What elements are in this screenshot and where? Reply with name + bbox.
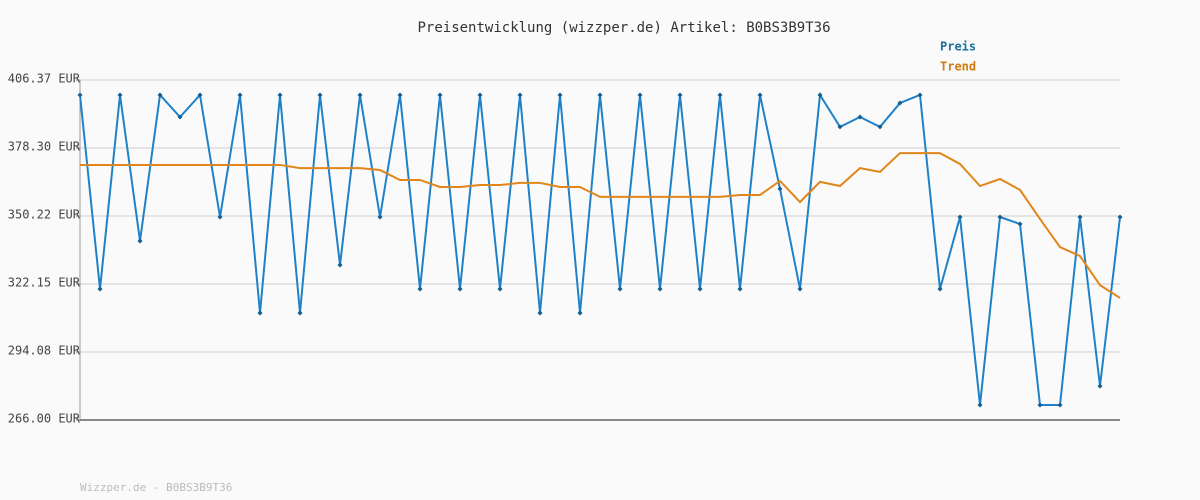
point-marker: [897, 100, 903, 106]
point-marker: [957, 214, 963, 220]
point-marker: [577, 310, 583, 316]
point-marker: [457, 286, 463, 292]
point-marker: [997, 214, 1003, 220]
point-marker: [597, 92, 603, 98]
legend-label: Preis: [940, 40, 976, 54]
point-marker: [937, 286, 943, 292]
point-marker: [737, 286, 743, 292]
series-line: [80, 152, 1121, 299]
point-marker: [657, 286, 663, 292]
point-marker: [537, 310, 543, 316]
point-marker: [137, 238, 143, 244]
point-marker: [637, 92, 643, 98]
y-tick-label: 350.22 EUR: [8, 208, 81, 222]
point-marker: [917, 92, 923, 98]
point-marker: [837, 124, 843, 130]
point-marker: [1017, 221, 1023, 227]
point-marker: [497, 286, 503, 292]
point-marker: [257, 310, 263, 316]
point-marker: [237, 92, 243, 98]
y-tick-label: 266.00 EUR: [8, 412, 81, 426]
footer: Wizzper.de - B0BS3B9T36: [80, 481, 232, 494]
point-marker: [557, 92, 563, 98]
point-marker: [297, 310, 303, 316]
point-marker: [397, 92, 403, 98]
legend-label: Trend: [940, 60, 976, 74]
point-marker: [717, 92, 723, 98]
point-marker: [197, 92, 203, 98]
point-marker: [1057, 402, 1063, 408]
point-marker: [377, 214, 383, 220]
point-marker: [1077, 214, 1083, 220]
point-marker: [1037, 402, 1043, 408]
point-marker: [117, 92, 123, 98]
point-marker: [97, 286, 103, 292]
point-marker: [417, 286, 423, 292]
point-marker: [517, 92, 523, 98]
point-marker: [357, 92, 363, 98]
point-marker: [277, 92, 283, 98]
point-marker: [1097, 383, 1103, 389]
point-marker: [777, 186, 783, 192]
point-marker: [317, 92, 323, 98]
point-marker: [217, 214, 223, 220]
point-marker: [677, 92, 683, 98]
point-marker: [477, 92, 483, 98]
y-tick-label: 378.30 EUR: [8, 139, 81, 153]
chart-title: Preisentwicklung (wizzper.de) Artikel: B…: [417, 20, 830, 36]
y-tick-label: 294.08 EUR: [8, 343, 81, 357]
point-marker: [757, 92, 763, 98]
point-marker: [817, 92, 823, 98]
point-marker: [617, 286, 623, 292]
point-marker: [337, 262, 343, 268]
y-tick-label: 406.37 EUR: [8, 72, 81, 86]
point-marker: [797, 286, 803, 292]
point-marker: [177, 114, 183, 120]
point-marker: [1117, 214, 1123, 220]
point-marker: [977, 402, 983, 408]
point-marker: [157, 92, 163, 98]
point-marker: [77, 92, 83, 98]
point-marker: [437, 92, 443, 98]
point-marker: [877, 124, 883, 130]
point-marker: [697, 286, 703, 292]
y-tick-label: 322.15 EUR: [8, 275, 81, 289]
point-marker: [857, 114, 863, 120]
